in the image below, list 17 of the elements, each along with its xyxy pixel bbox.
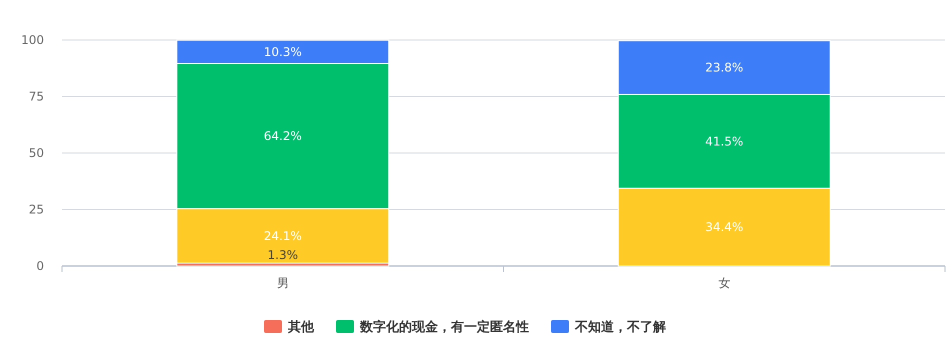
legend-label: 数字化的现金，有一定匿名性 — [359, 319, 529, 335]
y-tick-label: 75 — [28, 90, 44, 104]
data-label: 24.1% — [264, 228, 302, 243]
y-tick-label: 0 — [36, 259, 44, 273]
data-label: 23.8% — [705, 60, 744, 75]
data-label: 64.2% — [264, 129, 302, 144]
data-label: 41.5% — [705, 134, 744, 148]
data-label: 10.3% — [264, 44, 302, 59]
x-tick-label: 男 — [276, 276, 289, 290]
legend-label: 不知道，不了解 — [574, 320, 666, 335]
y-tick-label: 50 — [28, 146, 44, 160]
y-tick-label: 100 — [21, 33, 44, 47]
data-label: 34.4% — [705, 220, 744, 234]
x-tick-label: 女 — [718, 276, 730, 290]
data-label: 1.3% — [268, 248, 298, 262]
legend-label: 其他 — [287, 320, 315, 335]
y-tick-label: 25 — [28, 202, 44, 216]
